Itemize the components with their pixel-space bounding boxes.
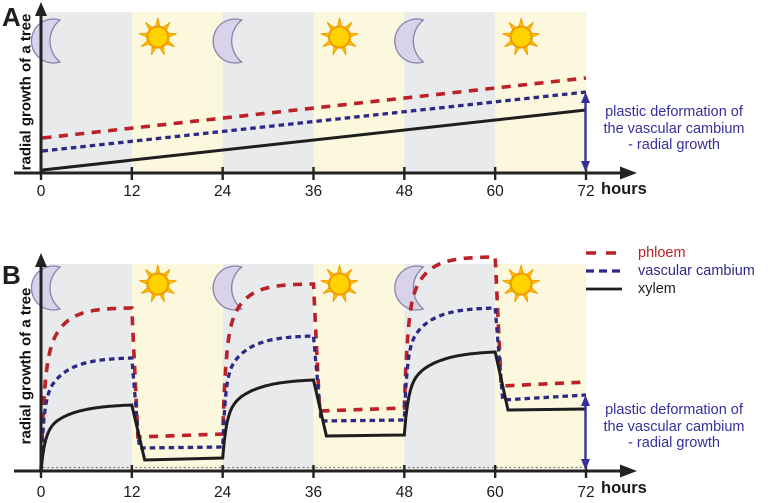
- x-tick-label: 24: [214, 484, 232, 501]
- sun-core: [146, 25, 170, 49]
- day-band: [313, 264, 405, 470]
- x-tick-label: 12: [123, 183, 140, 200]
- night-band: [222, 264, 314, 470]
- phloem-curve: [39, 255, 587, 472]
- moon-crescent: [212, 265, 244, 311]
- phloem-curve: [42, 76, 587, 140]
- x-tick-label: 48: [396, 183, 413, 200]
- legend-label-phloem: phloem: [638, 245, 686, 261]
- deformation-arrow-bottom-head: [580, 459, 590, 470]
- xylem-curve: [39, 350, 587, 472]
- x-tick-label: 24: [214, 183, 232, 200]
- moon-crescent: [394, 18, 425, 64]
- xylem-curve: [42, 108, 587, 172]
- annotation-line: the vascular cambium: [603, 418, 745, 435]
- annotation-line: plastic deformation of: [605, 104, 743, 120]
- deformation-arrow-top-head: [580, 395, 590, 406]
- x-tick-label: 0: [37, 183, 46, 200]
- x-tick-label: 60: [487, 484, 505, 501]
- sun-icon: [138, 264, 177, 303]
- night-band: [404, 264, 496, 470]
- panel-b-annotation: plastic deformation of the vascular camb…: [588, 402, 760, 452]
- sun-icon: [138, 17, 177, 56]
- y-axis-arrowhead: [35, 2, 47, 16]
- legend: phloem vascular cambium xylem: [585, 244, 755, 298]
- moon-icon: [212, 18, 244, 64]
- x-tick-label: 36: [305, 484, 322, 501]
- legend-label-vascular-cambium: vascular cambium: [638, 263, 755, 279]
- panel-a-y-axis-label: radial growth of a tree: [17, 13, 35, 171]
- x-tick-label: 72: [577, 484, 594, 501]
- annotation-line: - radial growth: [628, 435, 720, 451]
- legend-label-xylem: xylem: [638, 281, 676, 297]
- x-tick-label: 36: [305, 183, 322, 200]
- panel-b-label: B: [2, 260, 21, 290]
- annotation-line: the vascular cambium: [603, 120, 745, 137]
- moon-crescent: [212, 18, 244, 64]
- x-tick-label: 72: [577, 183, 594, 200]
- vascular-cambium-curve: [39, 306, 587, 472]
- sun-core: [327, 25, 352, 49]
- moon-crescent: [394, 265, 425, 311]
- panel-a-label: A: [2, 2, 21, 32]
- moon-icon: [394, 18, 425, 64]
- panel-b-y-axis-label: radial growth of a tree: [17, 287, 35, 445]
- x-tick-label: 0: [37, 484, 46, 501]
- sun-core: [509, 25, 533, 49]
- x-axis-arrowhead: [620, 166, 637, 180]
- x-axis-arrowhead: [620, 464, 637, 478]
- phloem-line-sample: [586, 251, 622, 255]
- day-band: [495, 264, 586, 470]
- legend-item-xylem: xylem: [585, 280, 755, 298]
- sun-icon: [320, 17, 359, 56]
- moon-icon: [212, 265, 244, 311]
- sun-core: [146, 272, 170, 296]
- x-tick-label: 60: [487, 183, 505, 200]
- x-axis-unit-label: hours: [601, 479, 647, 497]
- x-tick-label: 12: [123, 484, 140, 501]
- sun-icon: [320, 264, 359, 303]
- legend-item-phloem: phloem: [585, 244, 755, 262]
- annotation-line: plastic deformation of: [605, 402, 743, 418]
- night-band: [404, 12, 496, 172]
- deformation-arrow-bottom-head: [580, 161, 590, 172]
- night-band: [41, 264, 132, 470]
- vascular-cambium-line-sample: [586, 269, 622, 273]
- x-tick-label: 48: [396, 484, 413, 501]
- night-band: [41, 12, 132, 172]
- sun-core: [327, 272, 352, 296]
- sun-core: [509, 272, 533, 296]
- deformation-arrow-top-head: [580, 92, 590, 103]
- annotation-line: - radial growth: [628, 137, 720, 153]
- xylem-line-sample: [586, 287, 622, 291]
- moon-icon: [394, 265, 425, 311]
- legend-item-vascular-cambium: vascular cambium: [585, 262, 755, 280]
- sun-icon: [502, 17, 541, 56]
- panel-a-annotation: plastic deformation of the vascular camb…: [588, 104, 760, 154]
- day-band: [131, 264, 223, 470]
- x-axis-unit-label: hours: [601, 180, 647, 198]
- sun-icon: [502, 264, 541, 303]
- y-axis-arrowhead: [35, 253, 47, 267]
